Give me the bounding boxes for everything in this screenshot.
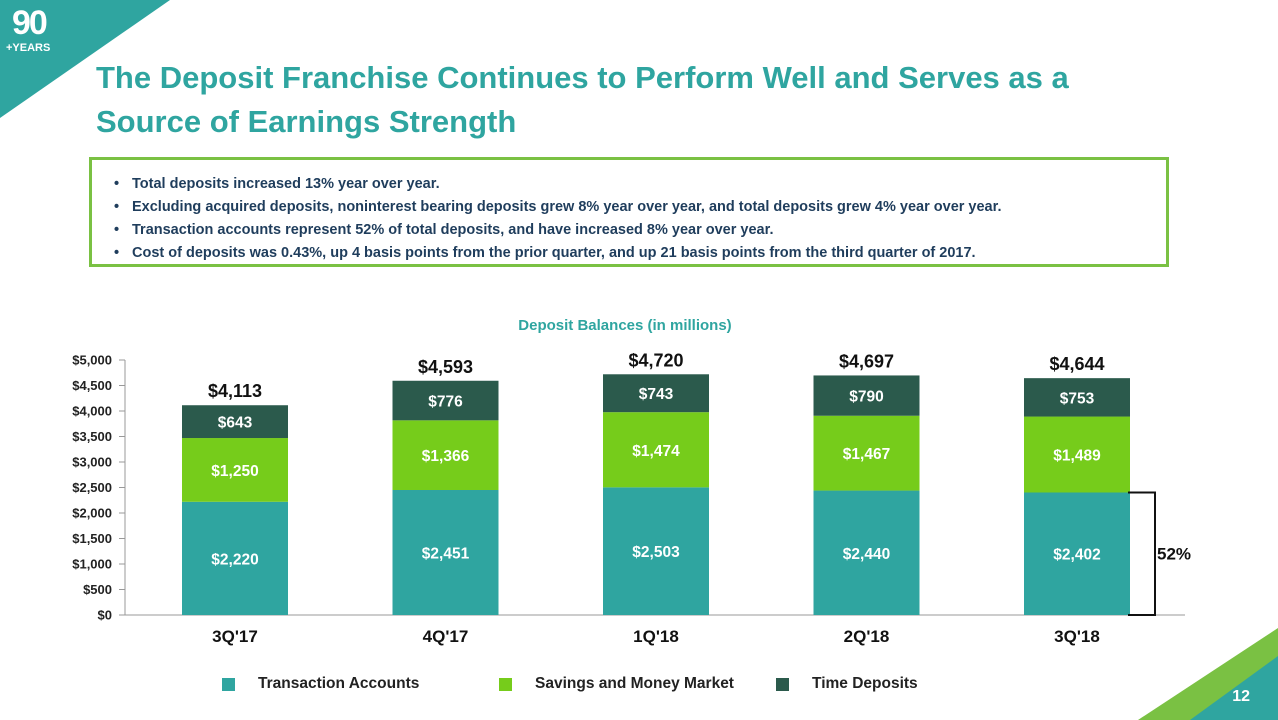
bar-data-label: $1,250	[211, 463, 258, 480]
x-tick-label: 3Q'17	[212, 627, 258, 646]
y-tick-label: $3,500	[72, 429, 112, 444]
bullet-item: • Excluding acquired deposits, noninteres…	[114, 196, 1002, 219]
bullet-list: • Total deposits increased 13% year over …	[114, 173, 1002, 265]
y-tick-label: $4,000	[72, 404, 112, 419]
y-tick-label: $5,000	[72, 353, 112, 368]
annotation-label: 52%	[1157, 545, 1191, 564]
bar-segment	[813, 375, 920, 416]
legend-item-savings-money-market: Savings and Money Market	[499, 675, 734, 693]
bar-data-label: $743	[639, 386, 674, 403]
bar-data-label: $1,366	[422, 448, 470, 465]
bar-data-label: $643	[218, 415, 253, 432]
bullet-icon: •	[114, 199, 120, 215]
bar-segment	[603, 412, 709, 488]
y-tick-label: $1,500	[72, 531, 112, 546]
bar-segment	[1024, 378, 1130, 417]
bar-segment	[1024, 492, 1130, 615]
y-tick-label: $2,000	[72, 506, 112, 521]
x-tick-label: 1Q'18	[633, 627, 679, 646]
bar-data-label: $1,467	[843, 446, 890, 463]
y-tick-label: $2,500	[72, 480, 112, 495]
corner-decoration-bottom-right	[1138, 628, 1278, 720]
bar-data-label: $2,440	[843, 546, 890, 563]
bar-data-label: $2,451	[422, 545, 470, 562]
bar-total-label: $4,720	[628, 350, 683, 370]
bar-total-label: $4,644	[1049, 354, 1104, 374]
logo-number: 90	[12, 4, 48, 42]
bar-data-label: $1,474	[632, 443, 680, 460]
bar-segment	[603, 374, 709, 413]
y-tick-label: $1,000	[72, 557, 112, 572]
legend-swatch	[222, 677, 235, 691]
bar-total-label: $4,697	[839, 351, 894, 371]
logo-text: +YEARS	[6, 42, 51, 54]
bar-data-label: $776	[428, 394, 463, 411]
bar-segment	[392, 380, 499, 421]
legend-swatch	[499, 677, 512, 691]
bullet-icon: •	[114, 222, 120, 238]
bar-data-label: $2,220	[211, 551, 258, 568]
bar-segment	[182, 501, 288, 615]
bar-segment	[182, 405, 288, 439]
summary-box: • Total deposits increased 13% year over …	[89, 157, 1169, 267]
bar-segment	[603, 487, 709, 615]
bar-segment	[813, 490, 920, 615]
legend-item-time-deposits: Time Deposits	[776, 675, 918, 693]
bar-segment	[182, 438, 288, 502]
x-tick-label: 3Q'18	[1054, 627, 1100, 646]
bar-segment	[1024, 416, 1130, 493]
legend-item-transaction-accounts: Transaction Accounts	[222, 675, 419, 693]
bar-segment	[392, 420, 499, 490]
y-tick-label: $500	[83, 582, 112, 597]
y-tick-label: $0	[98, 608, 112, 623]
bar-data-label: $1,489	[1053, 448, 1101, 465]
bar-segment	[392, 489, 499, 615]
x-tick-label: 2Q'18	[844, 627, 890, 646]
bullet-item: • Cost of deposits was 0.43%, up 4 basis …	[114, 242, 1002, 265]
bar-data-label: $2,402	[1053, 547, 1100, 564]
chart-title: Deposit Balances (in millions)	[518, 317, 731, 334]
y-tick-label: $4,500	[72, 378, 112, 393]
bracket-annotation	[1128, 491, 1156, 616]
page-title: The Deposit Franchise Continues to Perfo…	[96, 60, 1069, 139]
y-tick-label: $3,000	[72, 455, 112, 470]
deposit-balances-chart: Deposit Balances (in millions) $0 $500 $1,…	[72, 317, 1191, 646]
page-number: 12	[1232, 688, 1250, 705]
legend-swatch	[776, 677, 789, 691]
bar-segment	[813, 415, 920, 491]
bar-data-label: $753	[1060, 390, 1095, 407]
bar-data-label: $2,503	[632, 544, 680, 561]
bar-data-label: $790	[849, 389, 883, 406]
bullet-item: • Transaction accounts represent 52% of t…	[114, 219, 1002, 242]
bar-total-label: $4,593	[418, 357, 473, 377]
bullet-icon: •	[114, 245, 120, 261]
bar-total-label: $4,113	[208, 381, 262, 401]
bullet-item: • Total deposits increased 13% year over …	[114, 173, 1002, 196]
bullet-icon: •	[114, 176, 120, 192]
corner-decoration-top-left	[0, 0, 170, 118]
x-tick-label: 4Q'17	[423, 627, 469, 646]
